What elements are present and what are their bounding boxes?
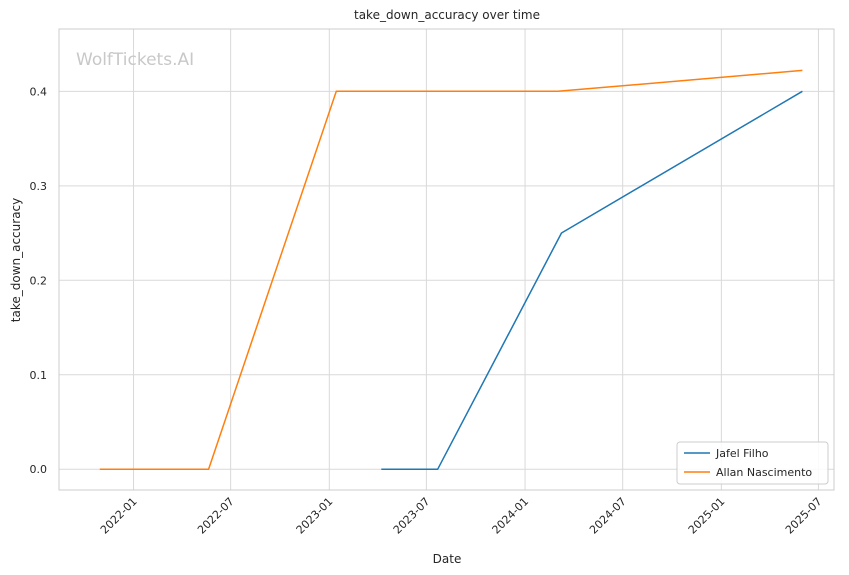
y-axis-label: take_down_accuracy — [9, 198, 23, 322]
x-tick-label: 2025-07 — [783, 495, 825, 537]
x-axis-ticks: 2022-01 2022-07 2023-01 2023-07 2024-01 2024-… — [98, 495, 825, 537]
y-tick-label: 0.0 — [30, 463, 48, 476]
legend: Jafel Filho Allan Nascimento — [676, 441, 829, 485]
y-axis-ticks: 0.0 0.1 0.2 0.3 0.4 — [30, 85, 48, 476]
x-tick-label: 2024-01 — [489, 495, 531, 537]
series-layer — [99, 69, 803, 470]
y-tick-label: 0.2 — [30, 274, 48, 287]
x-tick-label: 2024-07 — [587, 495, 629, 537]
x-tick-label: 2023-07 — [391, 495, 433, 537]
chart-title: take_down_accuracy over time — [354, 8, 540, 22]
x-tick-label: 2023-01 — [294, 495, 336, 537]
x-tick-label: 2022-07 — [195, 495, 237, 537]
x-tick-label: 2025-01 — [686, 495, 728, 537]
x-tick-label: 2022-01 — [98, 495, 140, 537]
legend-box — [676, 441, 829, 485]
plot-frame — [58, 28, 835, 491]
legend-entry-2: Allan Nascimento — [716, 466, 812, 479]
legend-entry-1: Jafel Filho — [715, 447, 769, 460]
series-line-2 — [99, 69, 803, 470]
watermark: WolfTickets.AI — [76, 50, 194, 70]
y-tick-label: 0.3 — [30, 180, 48, 193]
y-tick-label: 0.4 — [30, 85, 48, 98]
y-tick-label: 0.1 — [30, 369, 48, 382]
x-axis-label: Date — [433, 552, 462, 566]
grid-layer — [59, 29, 834, 490]
series-line-1 — [381, 90, 803, 470]
